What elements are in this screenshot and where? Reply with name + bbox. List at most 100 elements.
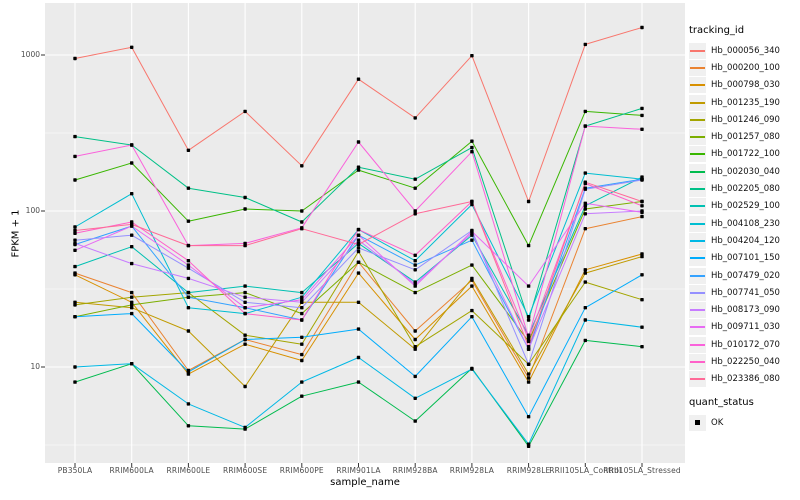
legend-color-line xyxy=(690,309,705,312)
legend-item: Hb_007741_050 xyxy=(689,284,797,301)
data-point xyxy=(356,227,361,232)
legend-key xyxy=(689,59,706,76)
legend-color-line xyxy=(690,205,705,208)
data-point xyxy=(413,396,417,400)
data-point xyxy=(470,139,474,143)
data-point xyxy=(413,209,417,213)
legend-item-label: Hb_002030_040 xyxy=(711,166,780,177)
data-point xyxy=(73,238,77,242)
data-point xyxy=(243,425,247,430)
data-point xyxy=(356,77,361,81)
legend-item: Hb_009711_030 xyxy=(689,319,797,336)
data-point xyxy=(413,253,417,257)
data-point xyxy=(356,246,361,250)
data-point xyxy=(130,222,134,227)
data-point xyxy=(130,290,134,295)
data-point xyxy=(583,180,587,184)
legend-item: Hb_002030_040 xyxy=(689,163,797,180)
data-point xyxy=(470,238,474,242)
data-point xyxy=(73,300,77,304)
data-point xyxy=(356,355,361,360)
data-point xyxy=(356,380,361,384)
data-point xyxy=(413,419,417,423)
data-point xyxy=(300,311,304,316)
data-point xyxy=(583,109,587,114)
data-point xyxy=(413,259,417,263)
legend-item: Hb_000798_030 xyxy=(689,77,797,94)
legend-item-label: Hb_004108_230 xyxy=(711,218,780,229)
data-point xyxy=(413,263,417,267)
data-point xyxy=(470,315,474,319)
data-point xyxy=(130,300,134,304)
legend-color-line xyxy=(690,274,705,277)
legend-key xyxy=(689,371,706,388)
legend-item-label: Hb_001235_190 xyxy=(711,97,780,108)
data-point xyxy=(640,210,644,215)
data-point xyxy=(640,25,644,30)
data-point xyxy=(640,178,644,182)
data-point xyxy=(526,376,531,380)
data-point xyxy=(186,276,191,281)
legend-key xyxy=(689,250,706,267)
data-point xyxy=(470,202,474,207)
data-point xyxy=(243,290,247,295)
data-point xyxy=(583,212,587,216)
data-point xyxy=(583,227,587,231)
data-point xyxy=(300,318,304,322)
legend-item-label: Hb_004204_120 xyxy=(711,235,780,246)
data-point xyxy=(130,161,134,165)
legend-key xyxy=(689,232,706,249)
data-point xyxy=(413,337,417,342)
data-point xyxy=(130,233,134,237)
data-point xyxy=(526,345,531,349)
legend-key xyxy=(689,42,706,59)
data-point xyxy=(243,333,247,337)
y-tick-label: 10 xyxy=(30,362,40,371)
legend-item: Hb_001246_090 xyxy=(689,111,797,128)
data-point xyxy=(356,242,361,247)
legend-item-label: Hb_001722_100 xyxy=(711,149,780,160)
data-point xyxy=(356,271,361,275)
ok-point-icon xyxy=(695,420,700,426)
data-point xyxy=(243,295,247,299)
data-point xyxy=(300,394,304,398)
data-point xyxy=(186,370,191,374)
data-point xyxy=(526,380,531,384)
data-point xyxy=(640,113,644,118)
legend-item: Hb_002205_080 xyxy=(689,180,797,198)
data-point xyxy=(583,171,587,175)
x-axis-title: sample_name xyxy=(330,477,400,488)
legend-color-line xyxy=(690,170,705,173)
data-point xyxy=(73,228,77,233)
data-point xyxy=(73,178,77,182)
data-point xyxy=(470,229,474,234)
data-point xyxy=(73,380,77,384)
data-point xyxy=(356,168,361,172)
legend-color-line xyxy=(690,66,705,69)
legend-key xyxy=(689,129,706,146)
data-point xyxy=(186,243,191,248)
data-point xyxy=(130,306,134,310)
legend-color-line xyxy=(690,49,705,52)
data-point xyxy=(413,284,417,288)
legend-item: Hb_000056_340 xyxy=(689,42,797,59)
data-point xyxy=(186,148,191,152)
legend-item: Hb_002529_100 xyxy=(689,198,797,215)
data-point xyxy=(413,212,417,216)
data-point xyxy=(356,233,361,237)
data-point xyxy=(640,254,644,259)
data-point xyxy=(186,263,191,267)
data-point xyxy=(243,384,247,389)
data-point xyxy=(130,261,134,266)
data-point xyxy=(356,327,361,331)
legend-item: Hb_023386_080 xyxy=(689,371,797,388)
data-point xyxy=(583,306,587,310)
data-point xyxy=(583,338,587,343)
data-point xyxy=(413,268,417,272)
data-point xyxy=(300,298,304,302)
legend-color-line xyxy=(690,118,705,121)
data-point xyxy=(73,56,77,61)
data-point xyxy=(243,300,247,304)
data-point xyxy=(300,209,304,213)
